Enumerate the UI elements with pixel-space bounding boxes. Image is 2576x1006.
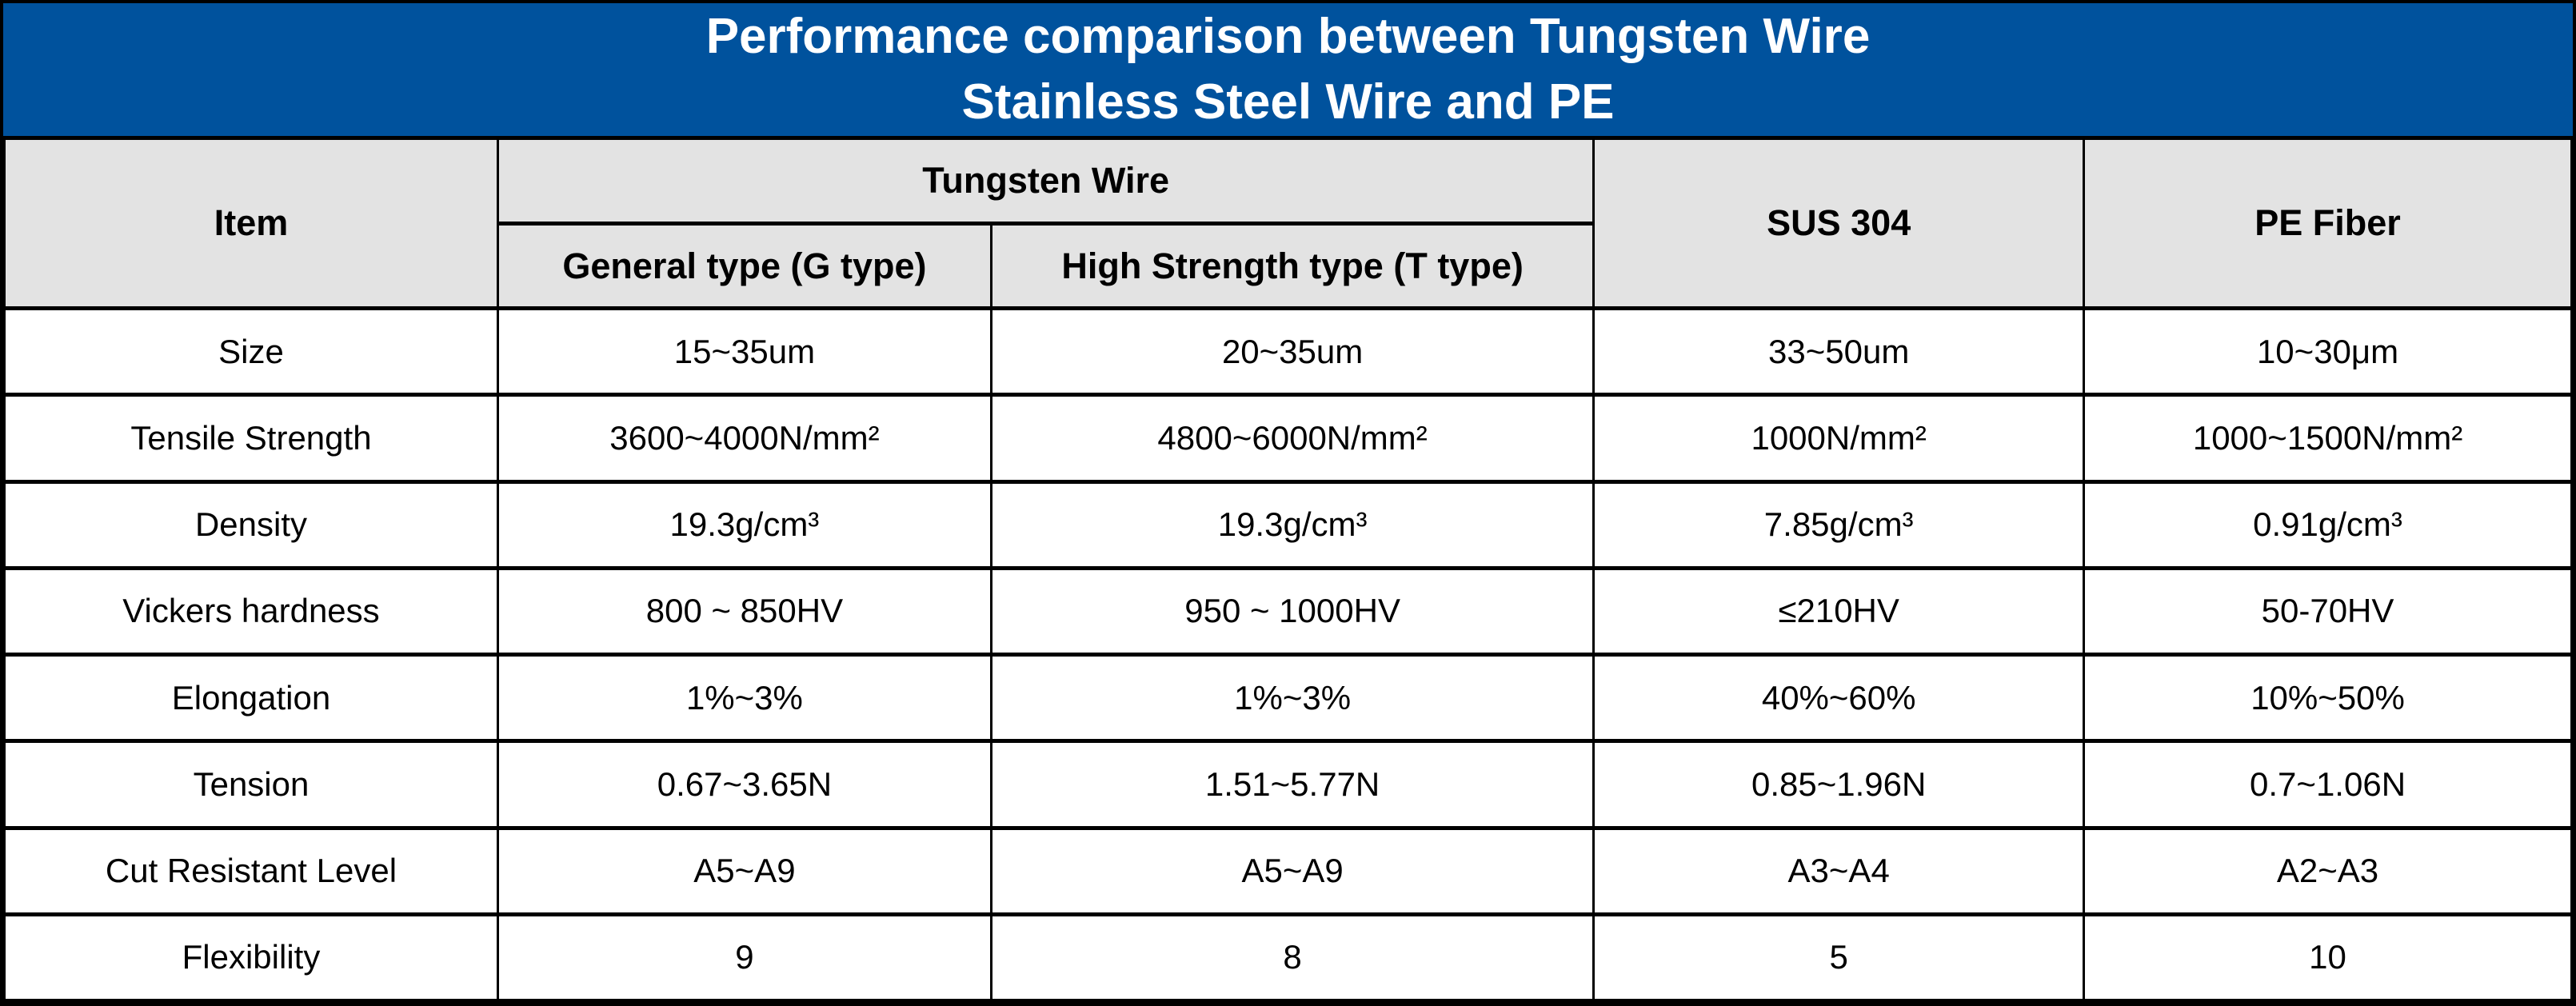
table-row-tension: Tension 0.67~3.65N 1.51~5.77N 0.85~1.96N… bbox=[3, 739, 2573, 830]
sus-cell: 5 bbox=[1592, 912, 2086, 1004]
t-type-cell: 1%~3% bbox=[989, 652, 1596, 744]
table-title-bar: Performance comparison between Tungsten … bbox=[3, 3, 2573, 136]
table-row-size: Size 15~35um 20~35um 33~50um 10~30μm bbox=[3, 305, 2573, 397]
pe-cell: 1000~1500N/mm² bbox=[2083, 393, 2573, 484]
sus-cell: ≤210HV bbox=[1592, 565, 2086, 657]
table-row-flexibility: Flexibility 9 8 5 10 bbox=[3, 912, 2573, 1004]
sus-cell: 0.85~1.96N bbox=[1592, 739, 2086, 830]
g-type-cell: 0.67~3.65N bbox=[496, 739, 992, 830]
header-tungsten-wire: Tungsten Wire bbox=[496, 136, 1596, 226]
sus-cell: 1000N/mm² bbox=[1592, 393, 2086, 484]
pe-cell: 10~30μm bbox=[2083, 305, 2573, 397]
item-cell: Flexibility bbox=[3, 912, 499, 1004]
table-row-vickers-hardness: Vickers hardness 800 ~ 850HV 950 ~ 1000H… bbox=[3, 565, 2573, 657]
t-type-cell: 20~35um bbox=[989, 305, 1596, 397]
t-type-cell: 1.51~5.77N bbox=[989, 739, 1596, 830]
sus-cell: 40%~60% bbox=[1592, 652, 2086, 744]
t-type-cell: 950 ~ 1000HV bbox=[989, 565, 1596, 657]
g-type-cell: 19.3g/cm³ bbox=[496, 479, 992, 570]
t-type-cell: 4800~6000N/mm² bbox=[989, 393, 1596, 484]
table-row-tensile-strength: Tensile Strength 3600~4000N/mm² 4800~600… bbox=[3, 393, 2573, 484]
table-row-elongation: Elongation 1%~3% 1%~3% 40%~60% 10%~50% bbox=[3, 652, 2573, 744]
sus-cell: 33~50um bbox=[1592, 305, 2086, 397]
t-type-cell: A5~A9 bbox=[989, 825, 1596, 916]
sus-cell: A3~A4 bbox=[1592, 825, 2086, 916]
header-general-type: General type (G type) bbox=[496, 222, 992, 310]
table-row-cut-resistant-level: Cut Resistant Level A5~A9 A5~A9 A3~A4 A2… bbox=[3, 825, 2573, 916]
g-type-cell: 1%~3% bbox=[496, 652, 992, 744]
item-cell: Vickers hardness bbox=[3, 565, 499, 657]
item-cell: Size bbox=[3, 305, 499, 397]
pe-cell: 10 bbox=[2083, 912, 2573, 1004]
header-item: Item bbox=[3, 136, 499, 310]
g-type-cell: 9 bbox=[496, 912, 992, 1004]
header-row-1: Item Tungsten Wire SUS 304 PE Fiber bbox=[3, 136, 2573, 310]
table-title-line1: Performance comparison between Tungsten … bbox=[705, 9, 1871, 65]
header-row-2: General type (G type) High Strength type… bbox=[5, 222, 2572, 310]
pe-cell: 0.7~1.06N bbox=[2083, 739, 2573, 830]
item-cell: Density bbox=[3, 479, 499, 570]
item-cell: Tension bbox=[3, 739, 499, 830]
header-high-strength-type: High Strength type (T type) bbox=[989, 222, 1596, 310]
g-type-cell: 15~35um bbox=[496, 305, 992, 397]
pe-cell: 50-70HV bbox=[2083, 565, 2573, 657]
comparison-table: Item Tungsten Wire SUS 304 PE Fiber Gene… bbox=[3, 136, 2573, 1004]
item-cell: Cut Resistant Level bbox=[3, 825, 499, 916]
table-row-density: Density 19.3g/cm³ 19.3g/cm³ 7.85g/cm³ 0.… bbox=[3, 479, 2573, 570]
item-cell: Tensile Strength bbox=[3, 393, 499, 484]
t-type-cell: 19.3g/cm³ bbox=[989, 479, 1596, 570]
table-title-line2: Stainless Steel Wire and PE bbox=[961, 74, 1615, 130]
g-type-cell: 800 ~ 850HV bbox=[496, 565, 992, 657]
t-type-cell: 8 bbox=[989, 912, 1596, 1004]
pe-cell: A2~A3 bbox=[2083, 825, 2573, 916]
header-pe-fiber: PE Fiber bbox=[2083, 136, 2573, 310]
sus-cell: 7.85g/cm³ bbox=[1592, 479, 2086, 570]
g-type-cell: A5~A9 bbox=[496, 825, 992, 916]
pe-cell: 0.91g/cm³ bbox=[2083, 479, 2573, 570]
g-type-cell: 3600~4000N/mm² bbox=[496, 393, 992, 484]
item-cell: Elongation bbox=[3, 652, 499, 744]
pe-cell: 10%~50% bbox=[2083, 652, 2573, 744]
header-sus-304: SUS 304 bbox=[1592, 136, 2086, 310]
